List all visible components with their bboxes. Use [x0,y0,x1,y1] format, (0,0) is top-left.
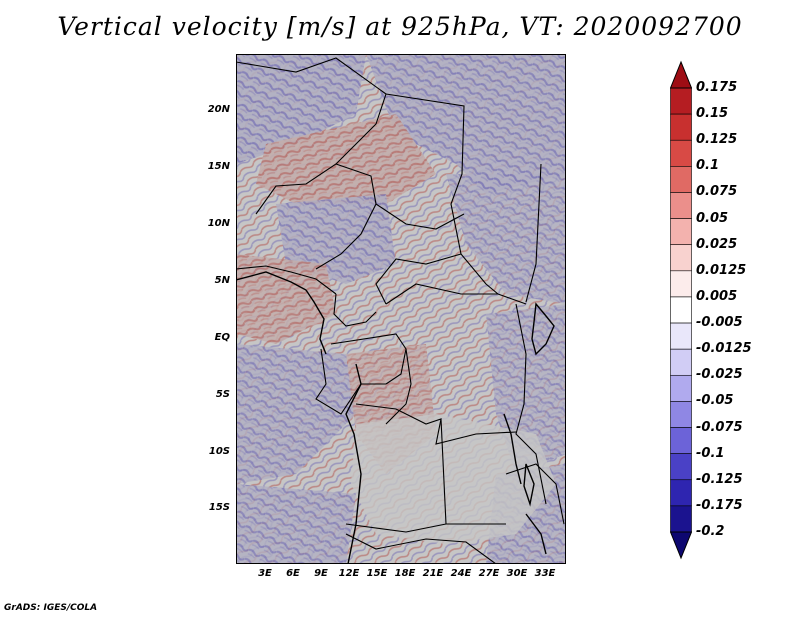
colorbar-label: -0.1 [696,445,725,461]
x-tick-label: 3E [258,568,272,579]
x-tick-label: 9E [314,568,328,579]
colorbar-label: -0.025 [696,367,743,383]
colorbar-label: -0.05 [696,393,734,409]
colorbar-label: -0.2 [696,524,725,539]
colorbar-swatch [670,296,692,324]
x-tick-label: 33E [534,568,556,579]
boundaries [236,57,565,564]
colorbar-swatch [670,113,692,141]
x-tick-label: 27E [478,568,500,579]
y-tick-label: 5S [215,389,230,400]
colorbar-swatch [670,401,692,428]
colorbar-label: 0.15 [696,106,729,122]
colorbar-swatch [670,479,692,507]
colorbar-bottom-arrow [670,531,692,560]
colorbar-swatch [670,244,692,272]
y-tick-label: 10N [207,218,230,229]
y-tick-label: 15S [208,502,230,513]
colorbar-swatch [670,166,692,193]
credit-label: GrADS: IGES/COLA [4,603,98,613]
x-tick-label: 15E [366,568,388,579]
velocity-map [236,54,566,564]
colorbar-swatch [670,374,692,402]
x-tick-label: 18E [394,568,416,579]
x-tick-label: 6E [286,568,300,579]
colorbar-label: 0.0125 [696,262,747,278]
colorbar-label: -0.0125 [696,341,752,357]
colorbar-swatch [670,453,692,481]
colorbar-swatch [670,218,692,246]
colorbar [670,60,692,560]
colorbar-swatch [670,87,692,115]
colorbar-label: 0.005 [696,288,738,304]
colorbar-label: 0.125 [696,132,738,148]
colorbar-label: 0.1 [696,158,720,174]
y-tick-label: 10S [208,446,230,457]
colorbar-swatch [670,505,692,533]
x-tick-label: 30E [506,568,528,579]
colorbar-swatch [670,192,692,219]
colorbar-label: 0.05 [696,210,729,226]
colorbar-label: -0.125 [696,471,743,487]
colorbar-top-arrow [670,60,692,89]
map-title: Vertical velocity [m/s] at 925hPa, VT: 2… [57,12,743,41]
x-tick-label: 24E [450,568,472,579]
y-tick-label: 15N [207,161,230,172]
colorbar-swatch [670,348,692,376]
colorbar-label: 0.175 [696,80,738,95]
colorbar-swatch [670,427,692,454]
y-tick-label: 20N [207,104,230,115]
x-tick-label: 12E [338,568,360,579]
y-tick-label: EQ [214,332,230,343]
colorbar-swatch [670,270,692,298]
x-tick-label: 21E [422,568,444,579]
colorbar-label: -0.005 [696,315,743,331]
colorbar-label: 0.025 [696,236,738,252]
colorbar-label: -0.075 [696,419,743,435]
colorbar-label: -0.175 [696,497,743,513]
colorbar-swatch [670,322,692,350]
y-tick-label: 5N [214,275,230,286]
colorbar-label: 0.075 [696,184,738,200]
colorbar-swatch [670,139,692,167]
